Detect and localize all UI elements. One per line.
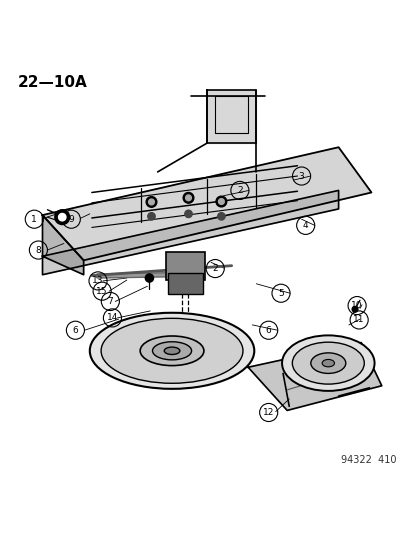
Circle shape bbox=[184, 210, 192, 217]
Ellipse shape bbox=[281, 335, 374, 391]
Ellipse shape bbox=[164, 347, 179, 354]
Text: 8: 8 bbox=[36, 246, 41, 255]
Text: 12: 12 bbox=[262, 408, 274, 417]
Ellipse shape bbox=[101, 318, 242, 383]
Text: 94322  410: 94322 410 bbox=[340, 455, 395, 465]
Polygon shape bbox=[43, 190, 338, 274]
Ellipse shape bbox=[310, 353, 345, 374]
Circle shape bbox=[147, 213, 155, 220]
Ellipse shape bbox=[152, 342, 191, 360]
Text: 5: 5 bbox=[278, 289, 283, 298]
Text: 6: 6 bbox=[265, 326, 271, 335]
Ellipse shape bbox=[140, 336, 204, 366]
Circle shape bbox=[351, 306, 357, 312]
Text: 3: 3 bbox=[298, 172, 304, 181]
Circle shape bbox=[216, 196, 226, 207]
Ellipse shape bbox=[321, 359, 334, 367]
Text: 11: 11 bbox=[353, 316, 364, 325]
Text: 6: 6 bbox=[72, 326, 78, 335]
Circle shape bbox=[146, 197, 157, 207]
Text: 9: 9 bbox=[68, 215, 74, 224]
Text: 14: 14 bbox=[107, 313, 118, 322]
Polygon shape bbox=[43, 147, 370, 260]
Text: 22—10A: 22—10A bbox=[18, 75, 88, 90]
Circle shape bbox=[218, 199, 224, 204]
Circle shape bbox=[217, 213, 225, 220]
Text: 7: 7 bbox=[107, 297, 113, 306]
Bar bbox=[166, 252, 204, 280]
Text: 2: 2 bbox=[237, 186, 242, 195]
Text: 13: 13 bbox=[92, 277, 104, 285]
Bar bbox=[168, 273, 202, 294]
Circle shape bbox=[148, 199, 154, 205]
Text: 1: 1 bbox=[31, 215, 37, 224]
Polygon shape bbox=[206, 90, 256, 143]
Circle shape bbox=[55, 210, 69, 224]
Circle shape bbox=[145, 274, 153, 282]
Ellipse shape bbox=[292, 342, 363, 384]
Polygon shape bbox=[247, 343, 381, 410]
Text: 2: 2 bbox=[212, 264, 218, 273]
Text: 10: 10 bbox=[351, 301, 362, 310]
Polygon shape bbox=[43, 215, 83, 274]
Text: 15: 15 bbox=[96, 287, 108, 296]
Circle shape bbox=[58, 213, 66, 221]
Text: 4: 4 bbox=[302, 221, 308, 230]
Circle shape bbox=[185, 195, 191, 201]
Ellipse shape bbox=[90, 313, 254, 389]
Circle shape bbox=[183, 192, 193, 203]
